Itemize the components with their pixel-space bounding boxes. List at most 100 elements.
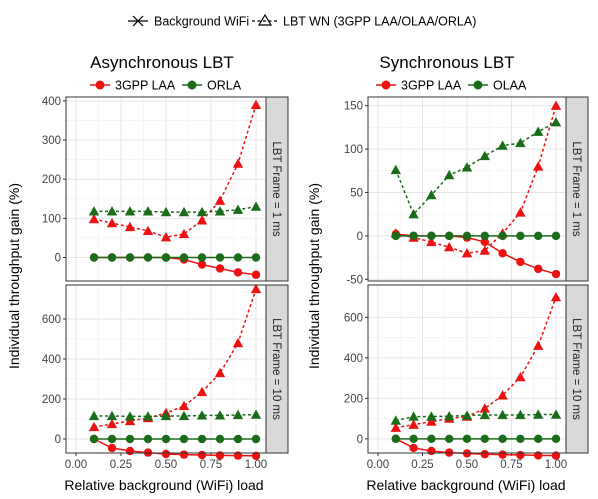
- data-point: [232, 337, 244, 348]
- data-point: [106, 418, 118, 429]
- y-tick-label: 0: [357, 434, 363, 446]
- data-point: [106, 217, 118, 228]
- x-tick-label: 0.75: [200, 459, 222, 471]
- data-point: [160, 206, 172, 217]
- data-point: [550, 409, 562, 419]
- series-line: [395, 438, 557, 457]
- x-tick-label: 0.50: [155, 459, 177, 471]
- data-point: [251, 434, 261, 444]
- data-point: [551, 434, 561, 444]
- data-point: [498, 434, 507, 444]
- right-legend-label-olaa: OLAA: [493, 79, 527, 93]
- gridlines: [66, 97, 266, 281]
- y-tick-label: 100: [42, 213, 61, 225]
- legend-key-lbt-wn: [252, 13, 278, 26]
- data-point: [89, 253, 99, 262]
- data-point: [106, 410, 118, 421]
- data-point: [233, 434, 243, 444]
- data-point: [197, 434, 207, 444]
- data-point: [391, 434, 400, 444]
- data-point: [426, 411, 437, 421]
- y-tick-label: 300: [42, 135, 61, 147]
- y-tick-label: 400: [42, 96, 61, 108]
- y-tick-label: 0: [55, 253, 61, 265]
- data-point: [551, 269, 561, 279]
- data-point: [533, 340, 544, 350]
- facet-strip: [265, 96, 289, 282]
- data-point: [390, 422, 401, 432]
- data-point: [196, 386, 208, 397]
- right-panel-title: Synchronous LBT: [379, 53, 514, 72]
- data-point: [427, 231, 436, 241]
- data-point: [409, 443, 418, 453]
- data-point: [88, 213, 100, 224]
- y-tick-label: -50: [346, 274, 363, 286]
- data-point: [409, 434, 418, 444]
- left-legend-label-3gpp: 3GPP LAA: [115, 79, 176, 93]
- data-point: [534, 451, 543, 460]
- data-point: [250, 201, 262, 211]
- data-point: [497, 140, 508, 150]
- data-point: [160, 231, 172, 242]
- y-tick-label: 200: [344, 393, 363, 405]
- data-point: [197, 260, 207, 269]
- data-point: [390, 164, 401, 175]
- series-olaa-dashed: [390, 409, 562, 425]
- legend-label-background-wifi: Background WiFi: [154, 15, 249, 29]
- data-point: [461, 162, 473, 172]
- data-point: [461, 248, 473, 258]
- data-point: [533, 126, 544, 136]
- legend-key-background-wifi: [128, 15, 148, 27]
- data-point: [550, 116, 562, 127]
- y-tick-label: 0: [55, 434, 61, 446]
- data-point: [516, 450, 525, 460]
- data-point: [445, 434, 454, 444]
- right-x-axis-label: Relative background (WiFi) load: [366, 477, 565, 493]
- x-tick-label: 0.25: [411, 459, 433, 471]
- x-tick-label: 1.00: [545, 459, 567, 471]
- data-point: [196, 206, 208, 217]
- facet-strip-label: LBT Frame = 10 ms: [270, 318, 282, 420]
- data-point: [178, 410, 190, 421]
- data-point: [534, 434, 543, 444]
- data-point: [107, 253, 117, 262]
- data-point: [444, 241, 455, 252]
- legend-label-lbt-wn: LBT WN (3GPP LAA/OLAA/ORLA): [283, 15, 476, 29]
- facet-strip-label: LBT Frame = 1 ms: [270, 141, 282, 237]
- facet-strip-label: LBT Frame = 1 ms: [570, 141, 582, 237]
- data-point: [142, 225, 154, 236]
- data-point: [89, 434, 99, 444]
- data-point: [197, 253, 207, 262]
- x-tick-label: 1.00: [245, 459, 267, 471]
- data-point: [124, 411, 136, 421]
- left-subplot-legend: 3GPP LAA ORLA: [90, 79, 242, 93]
- data-point: [124, 221, 136, 232]
- data-point: [178, 400, 190, 411]
- data-point: [88, 206, 100, 216]
- series-line: [395, 105, 557, 254]
- data-point: [515, 371, 526, 382]
- data-point: [142, 206, 154, 216]
- data-point: [178, 228, 190, 239]
- facet-strip: [565, 284, 589, 454]
- x-tick-label: 0.00: [367, 459, 389, 471]
- series-olaa-solid: [391, 231, 561, 241]
- data-point: [125, 434, 135, 444]
- y-tick-label: 200: [42, 174, 61, 186]
- data-point: [426, 189, 437, 200]
- data-point: [497, 409, 508, 420]
- data-point: [179, 450, 189, 459]
- x-tick-label: 0.50: [456, 459, 478, 471]
- series-3gpp-laa-dashed: [88, 99, 262, 242]
- data-point: [107, 434, 117, 444]
- data-point: [106, 206, 118, 216]
- data-point: [427, 446, 436, 456]
- data-point: [125, 446, 135, 456]
- data-point: [88, 421, 100, 432]
- data-point: [197, 450, 207, 460]
- y-tick-label: 600: [42, 314, 61, 326]
- data-point: [480, 237, 489, 247]
- data-point: [179, 434, 189, 444]
- y-tick-label: 600: [344, 312, 363, 324]
